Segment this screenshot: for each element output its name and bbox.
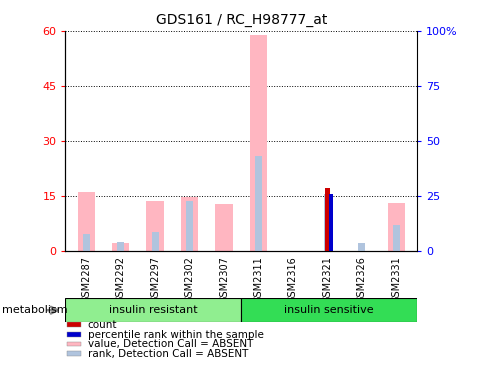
Text: GSM2331: GSM2331: [391, 257, 401, 303]
Bar: [181, 197, 198, 251]
Bar: [67, 332, 81, 337]
Text: GSM2316: GSM2316: [287, 257, 297, 303]
Text: insulin resistant: insulin resistant: [109, 305, 197, 315]
Text: GSM2311: GSM2311: [253, 257, 263, 303]
Bar: [186, 201, 193, 251]
Bar: [112, 243, 129, 251]
Text: metabolism: metabolism: [2, 305, 68, 315]
Text: count: count: [88, 320, 117, 330]
Bar: [358, 243, 364, 251]
Bar: [83, 234, 90, 251]
Bar: [323, 194, 330, 251]
Text: GSM2302: GSM2302: [184, 257, 194, 303]
Bar: [392, 225, 399, 251]
Text: percentile rank within the sample: percentile rank within the sample: [88, 330, 263, 340]
Text: insulin sensitive: insulin sensitive: [284, 305, 373, 315]
Bar: [241, 298, 416, 322]
Bar: [324, 188, 330, 251]
Text: GSM2297: GSM2297: [150, 257, 160, 303]
Bar: [215, 204, 232, 251]
Bar: [329, 194, 332, 251]
Bar: [146, 201, 164, 251]
Text: rank, Detection Call = ABSENT: rank, Detection Call = ABSENT: [88, 349, 248, 359]
Text: GSM2287: GSM2287: [81, 257, 91, 303]
Text: GSM2321: GSM2321: [322, 257, 332, 303]
Bar: [151, 232, 158, 251]
Bar: [77, 192, 94, 251]
Bar: [65, 298, 241, 322]
Bar: [249, 35, 267, 251]
Text: GSM2292: GSM2292: [115, 257, 125, 303]
Bar: [67, 322, 81, 327]
Bar: [255, 156, 261, 251]
Bar: [117, 242, 124, 251]
Bar: [387, 203, 404, 251]
Text: GSM2326: GSM2326: [356, 257, 366, 303]
Text: value, Detection Call = ABSENT: value, Detection Call = ABSENT: [88, 340, 253, 350]
Text: GSM2307: GSM2307: [219, 257, 228, 303]
Title: GDS161 / RC_H98777_at: GDS161 / RC_H98777_at: [155, 13, 326, 27]
Bar: [67, 351, 81, 356]
Bar: [67, 342, 81, 346]
